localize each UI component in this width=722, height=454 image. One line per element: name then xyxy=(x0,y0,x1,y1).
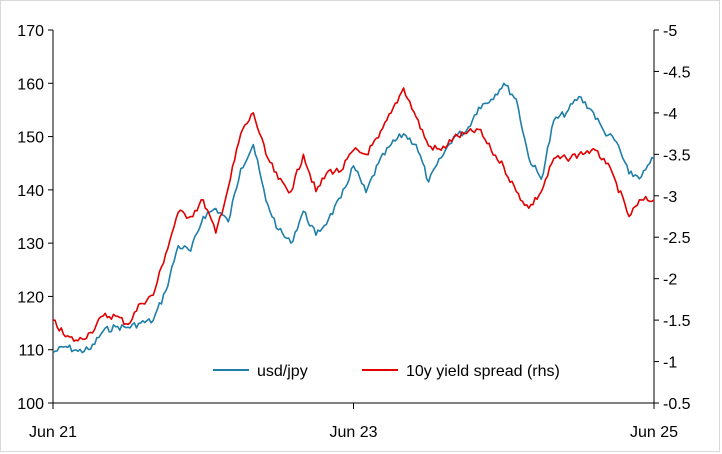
left-tick-label: 170 xyxy=(17,23,44,40)
legend-label: 10y yield spread (rhs) xyxy=(406,363,560,380)
series-line-usdjpy xyxy=(52,82,655,354)
right-tick-label: -4.5 xyxy=(663,64,691,81)
right-tick-label: -2.5 xyxy=(663,230,691,247)
right-tick-label: -1.5 xyxy=(663,313,691,330)
left-tick-label: 160 xyxy=(17,76,44,93)
right-tick-label: -0.5 xyxy=(663,396,691,413)
left-tick-label: 130 xyxy=(17,236,44,253)
left-y-axis: 100 110 120 130 140 150 160 170 xyxy=(17,23,54,413)
legend-label: usd/jpy xyxy=(257,363,308,380)
right-y-axis: -0.5 -1 -1.5 -2 -2.5 -3 -3.5 -4 -4.5 -5 xyxy=(653,23,691,413)
left-tick-label: 110 xyxy=(18,343,44,360)
left-tick-label: 150 xyxy=(17,130,44,147)
right-tick-label: -4 xyxy=(663,106,677,123)
left-tick-label: 120 xyxy=(17,289,44,306)
left-tick-label: 140 xyxy=(17,183,44,200)
legend: usd/jpy 10y yield spread (rhs) xyxy=(213,363,560,380)
x-tick-label: Jun 25 xyxy=(630,424,678,441)
right-tick-label: -1 xyxy=(663,355,677,372)
x-tick-label: Jun 23 xyxy=(329,424,377,441)
series-line-yield-spread xyxy=(52,87,655,342)
right-tick-label: -5 xyxy=(663,23,677,40)
x-axis: Jun 21 Jun 23 Jun 25 xyxy=(29,402,678,441)
right-tick-label: -2 xyxy=(663,272,677,289)
series-lines xyxy=(52,82,655,354)
right-tick-label: -3.5 xyxy=(663,147,691,164)
x-tick-label: Jun 21 xyxy=(29,424,77,441)
left-tick-label: 100 xyxy=(17,396,44,413)
right-tick-label: -3 xyxy=(663,189,677,206)
